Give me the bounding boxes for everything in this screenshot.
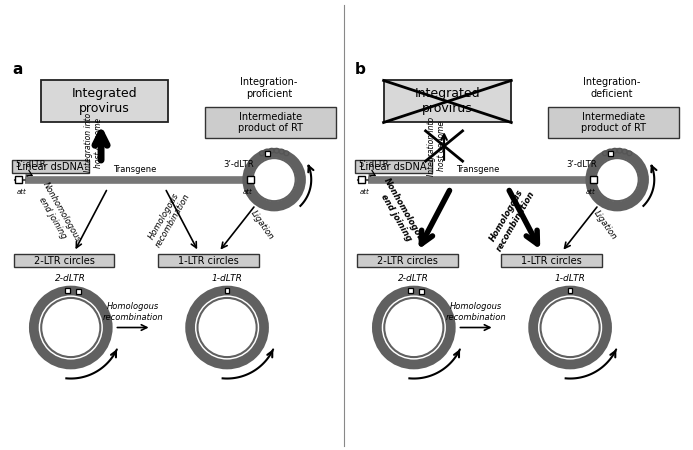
Bar [568,288,572,293]
Text: att: att [17,189,27,195]
Text: Ligation: Ligation [249,209,276,241]
Bar [590,176,597,183]
Bar [40,81,168,122]
Text: Integration-
proficient: Integration- proficient [240,77,298,99]
Text: 1-dLTR: 1-dLTR [554,274,586,283]
Bar [357,254,457,267]
Text: att: att [360,189,370,195]
Bar [14,254,114,267]
Text: Intermediate
product of RT: Intermediate product of RT [238,112,304,133]
Circle shape [198,298,256,357]
Text: a: a [12,62,22,77]
Text: Homologous
recombination: Homologous recombination [446,302,507,322]
Circle shape [596,158,639,201]
Text: Transgene: Transgene [113,165,157,174]
Text: b: b [355,62,366,77]
Bar [205,108,336,138]
Text: 2-dLTR: 2-dLTR [398,274,429,283]
Text: 1-LTR circles: 1-LTR circles [178,256,239,266]
Bar [608,151,613,156]
Text: 2-LTR circles: 2-LTR circles [34,256,94,266]
Text: 5’-dLTR: 5’-dLTR [15,160,46,169]
Bar [225,288,229,293]
Text: 1-LTR circles: 1-LTR circles [521,256,582,266]
Text: Homologous
recombination: Homologous recombination [103,302,164,322]
Bar [265,151,270,156]
Bar [15,176,22,183]
Text: Homologous
recombination: Homologous recombination [486,184,537,253]
Text: Intermediate
product of RT: Intermediate product of RT [581,112,647,133]
Bar [358,176,365,183]
Text: Integrated
provirus: Integrated provirus [414,87,480,116]
Bar [501,254,602,267]
Bar [419,289,424,294]
Bar [65,288,70,293]
Bar [384,81,511,122]
Text: Nonhomologous
end joining: Nonhomologous end joining [32,181,82,249]
Text: Linear dsDNA: Linear dsDNA [17,162,84,171]
Bar [408,288,413,293]
Text: Transgene: Transgene [456,165,500,174]
Circle shape [384,298,444,357]
Bar [12,160,89,173]
Bar [158,254,259,267]
Text: 1-dLTR: 1-dLTR [211,274,243,283]
Bar [247,176,254,183]
Bar [76,289,81,294]
Text: Homologous
recombination: Homologous recombination [145,187,192,249]
Bar [355,160,432,173]
Text: 3’-dLTR: 3’-dLTR [223,160,254,169]
Text: 5’-dLTR: 5’-dLTR [358,160,389,169]
Text: Nonhomologous
end joining: Nonhomologous end joining [373,177,428,253]
Text: 2-LTR circles: 2-LTR circles [377,256,437,266]
Text: Integration into
host genome: Integration into host genome [84,113,103,172]
Text: 3’-dLTR: 3’-dLTR [566,160,597,169]
Circle shape [541,298,599,357]
Circle shape [41,298,100,357]
Text: Linear dsDNA: Linear dsDNA [360,162,427,171]
Text: 2-dLTR: 2-dLTR [55,274,86,283]
Text: Integrated
provirus: Integrated provirus [71,87,137,116]
Circle shape [253,158,296,201]
Text: att: att [243,189,252,195]
Bar [548,108,679,138]
Text: Integration-
deficient: Integration- deficient [584,77,641,99]
Text: Ligation: Ligation [592,209,619,241]
Text: att: att [586,189,595,195]
Text: Integration into
host genome: Integration into host genome [427,117,446,176]
